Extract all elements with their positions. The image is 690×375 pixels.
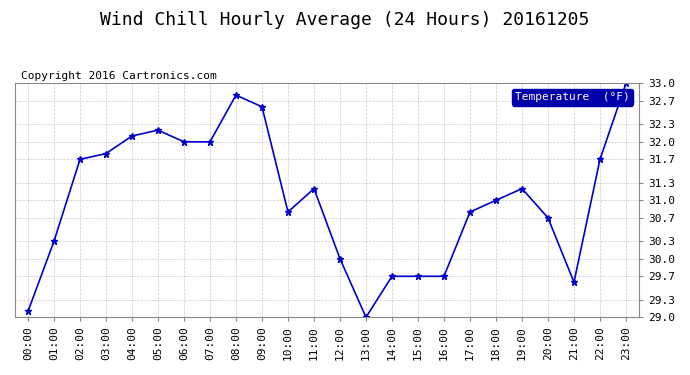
- Text: Copyright 2016 Cartronics.com: Copyright 2016 Cartronics.com: [21, 71, 217, 81]
- Text: Wind Chill Hourly Average (24 Hours) 20161205: Wind Chill Hourly Average (24 Hours) 201…: [100, 11, 590, 29]
- Legend: Temperature  (°F): Temperature (°F): [512, 89, 633, 106]
